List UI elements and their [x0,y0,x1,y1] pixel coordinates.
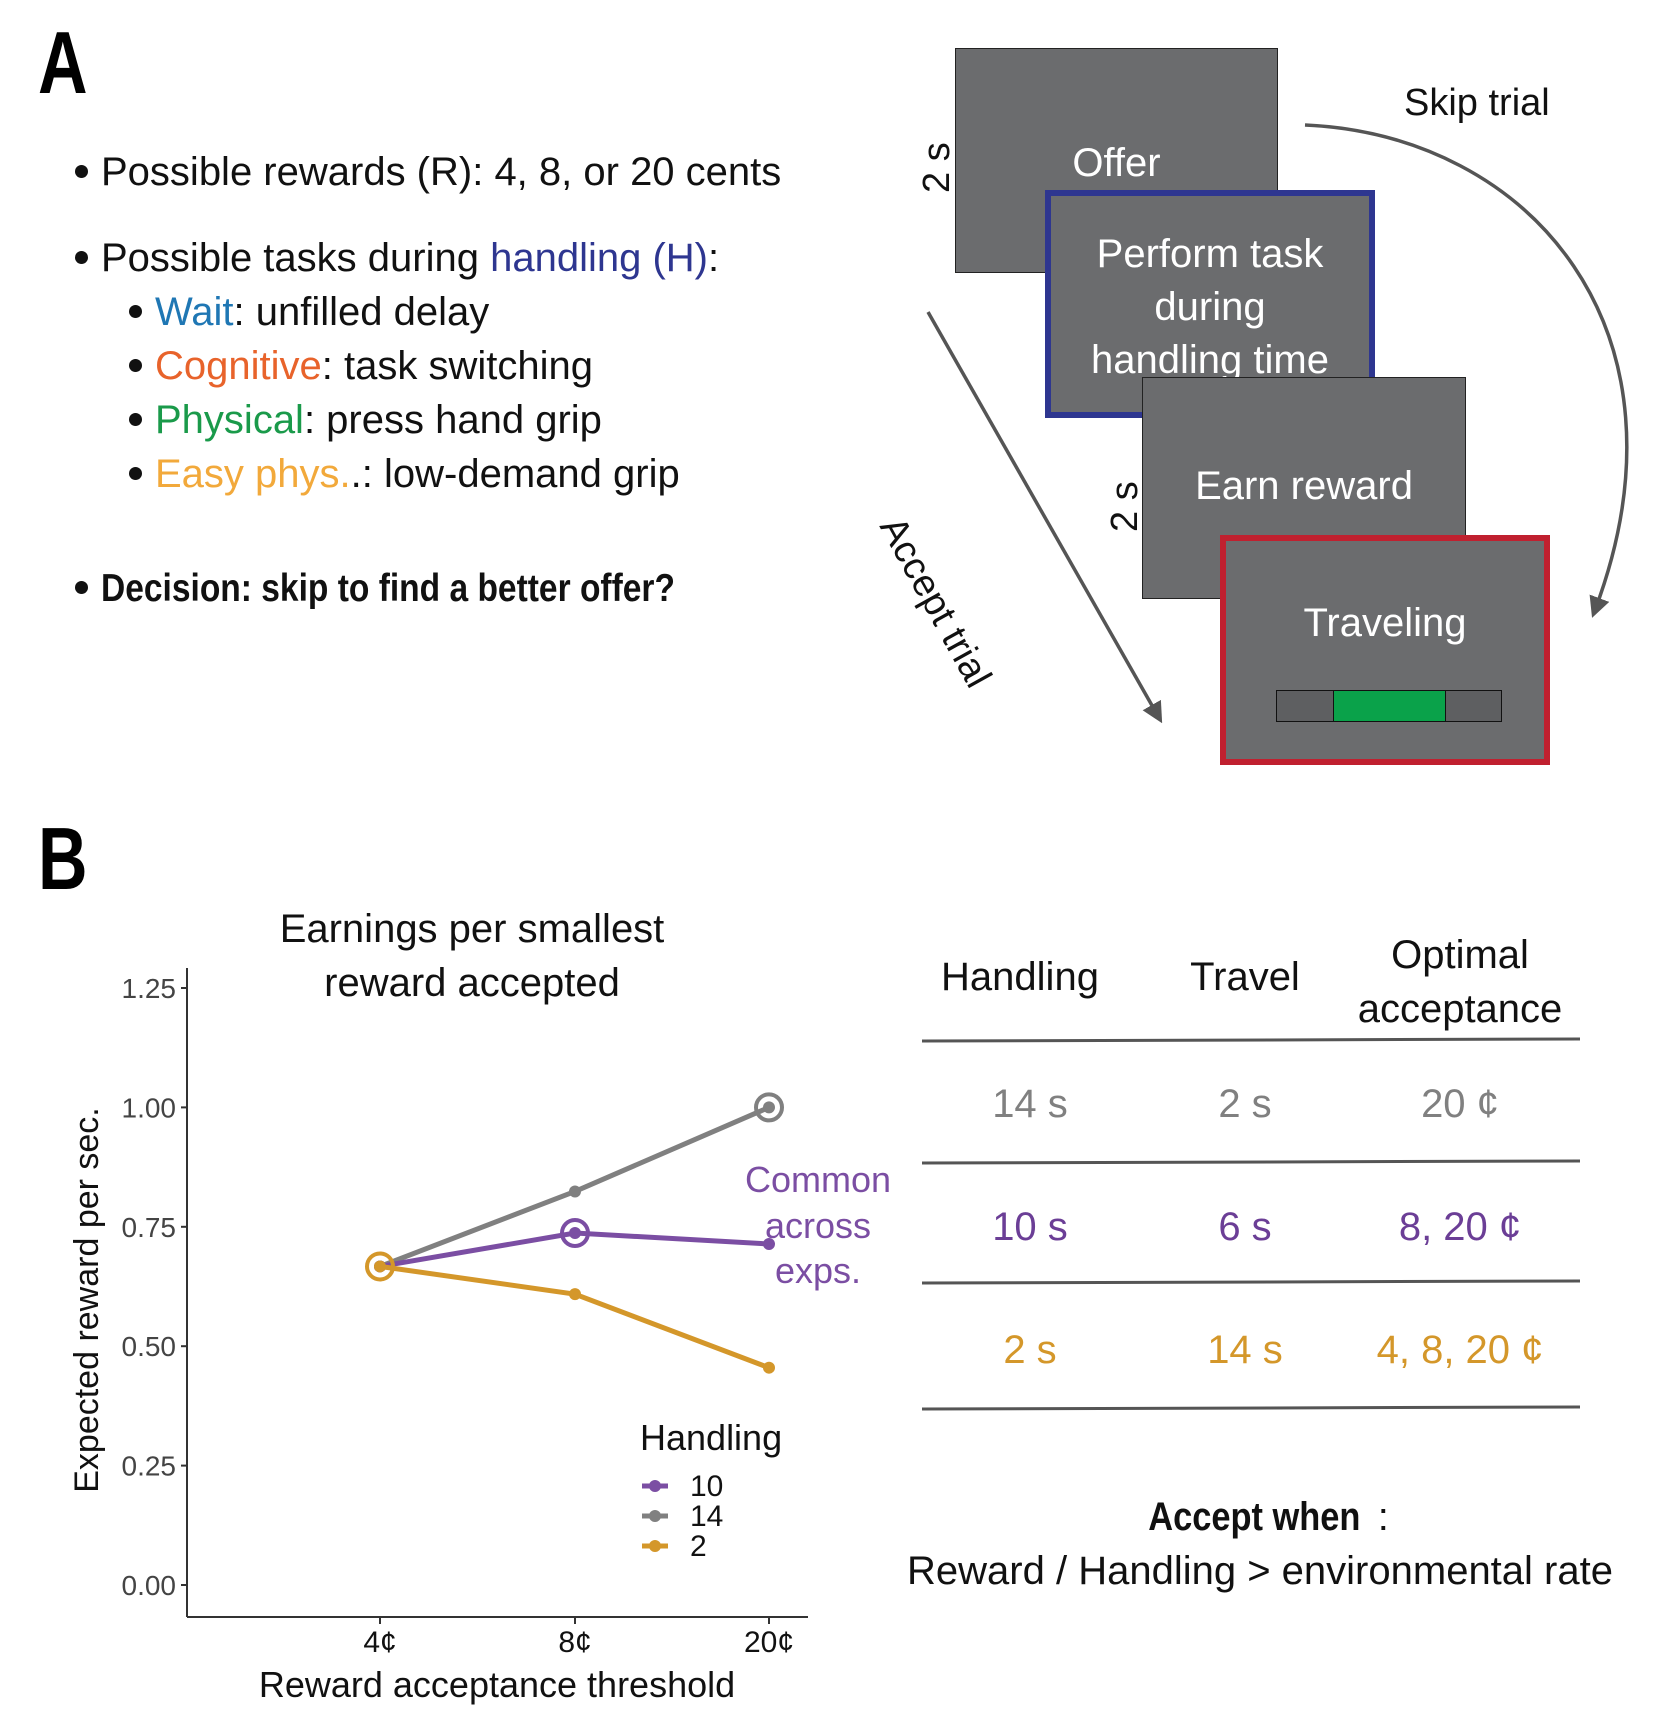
panel-label-a: A [38,13,88,112]
y-tick-label: 0.00 [122,1570,177,1601]
y-tick-label: 0.75 [122,1212,177,1243]
cell-optimal: 4, 8, 20 ¢ [1376,1328,1544,1372]
legend-label: 14 [690,1500,723,1533]
y-tick-label: 0.25 [122,1451,177,1482]
header-handling: Handling [941,955,1099,999]
data-point-10 [569,1227,581,1240]
cell-travel: 2 s [1218,1082,1272,1126]
chart-title-line-1: Earnings per smallest [280,907,665,951]
legend-title: Handling [640,1417,782,1458]
data-point-2 [374,1260,386,1273]
acceptance-rule: Accept when: Reward / Handling > environ… [875,1490,1645,1598]
annotation-line-1: Common [745,1159,891,1200]
x-tick-label: 8¢ [558,1626,591,1659]
handling-label-line-2: during [1154,285,1266,329]
flow-arrows [926,123,1629,724]
earnings-chart: Earnings per smallest reward accepted 0.… [68,907,891,1705]
bullet-physical: Physical: press hand grip [75,393,781,447]
handling-term: handling (H) [490,236,708,280]
annotation-line-2: across [765,1205,871,1246]
data-point-10 [763,1237,775,1250]
skip-trial-arrow [1304,123,1629,618]
panel-label-b: B [38,809,88,908]
x-tick-label: 4¢ [363,1626,396,1659]
legend-key-dot [649,1540,661,1552]
acceptance-rule-text: Reward / Handling > environmental rate [907,1549,1613,1593]
offer-label: Offer [1072,141,1161,185]
header-travel: Travel [1190,955,1300,999]
bullet-dot [75,164,88,178]
traveling-label: Traveling [1303,601,1467,645]
task-description: Possible rewards (R): 4, 8, or 20 cents … [75,145,781,616]
cell-optimal: 20 ¢ [1421,1082,1499,1126]
optimal-marker-10 [560,1218,590,1249]
legend-key-dot [649,1510,661,1522]
handling-label-line-3: handling time [1091,338,1329,382]
accept-trial-arrow [926,311,1163,724]
offer-duration-label: 2 s [916,142,958,193]
cell-handling: 2 s [1003,1328,1057,1372]
legend-key-dot [649,1480,661,1492]
skip-trial-label: Skip trial [1404,82,1550,124]
bullet-rewards: Possible rewards (R): 4, 8, or 20 cents [75,145,781,199]
series-line-2 [379,1263,770,1371]
y-tick-label: 1.00 [122,1092,177,1123]
handling-label-line-1: Perform task [1096,232,1324,276]
y-axis-title: Expected reward per sec. [68,1107,106,1493]
cell-handling: 14 s [992,1082,1068,1126]
data-point-14 [763,1101,775,1114]
header-optimal: Optimal acceptance [1357,933,1563,1031]
y-tick-label: 0.50 [122,1331,177,1362]
legend-label: 2 [690,1530,707,1563]
legend-label: 10 [690,1470,723,1503]
annotation-line-3: exps. [775,1250,861,1291]
optimal-marker-2 [365,1251,395,1282]
reward-duration-label: 2 s [1104,481,1146,532]
earn-reward-label: Earn reward [1195,464,1413,508]
bullet-easy-physical: Easy phys..: low-demand grip [75,447,781,501]
cell-travel: 14 s [1207,1328,1283,1372]
travel-progress-fill [1332,691,1447,721]
chart-title-line-2: reward accepted [324,961,620,1005]
bullet-cognitive: Cognitive: task switching [75,339,781,393]
bullet-wait: Wait: unfilled delay [75,285,781,339]
data-point-2 [569,1288,581,1301]
data-point-14 [569,1185,581,1198]
traveling-screen: Traveling [1220,535,1550,765]
travel-progress-bar [1276,690,1502,722]
bullet-tasks: Possible tasks during handling (H): [75,231,781,285]
cell-optimal: 8, 20 ¢ [1398,1205,1522,1249]
table-rules [921,1037,1581,1411]
data-point-2 [763,1361,775,1374]
x-tick-label: 20¢ [744,1626,794,1659]
cell-handling: 10 s [992,1205,1068,1249]
cell-travel: 6 s [1218,1205,1272,1249]
bullet-decision: Decision: skip to find a better offer? [75,561,781,616]
bullet-dot [75,250,88,264]
acceptance-rule-heading: Accept when [1148,1495,1361,1539]
y-tick-label: 1.25 [122,973,177,1004]
x-axis-title: Reward acceptance threshold [259,1664,735,1705]
optimal-marker-14 [754,1092,784,1123]
